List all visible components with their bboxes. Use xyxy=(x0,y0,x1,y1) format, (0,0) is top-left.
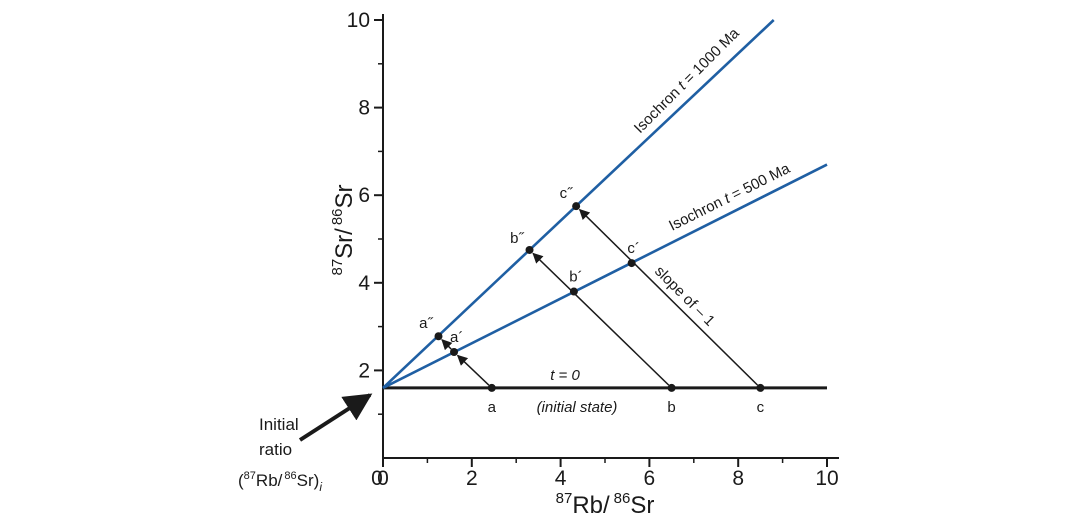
initial-state-label: (initial state) xyxy=(537,399,618,416)
x-tick-label-10: 10 xyxy=(815,467,838,490)
point-3 xyxy=(450,348,459,357)
point-8 xyxy=(572,202,581,211)
point-label-1: b xyxy=(667,399,675,416)
evolution-arrows xyxy=(441,208,759,386)
series-line-1 xyxy=(382,163,828,390)
point-label-6: a˝ xyxy=(419,315,433,332)
slope-annotation: slope of – 1 xyxy=(651,263,718,330)
y-axis-title: 87Sr/86Sr xyxy=(329,184,358,275)
x-tick-label-0: 0 xyxy=(377,467,389,490)
point-label-5: c´ xyxy=(627,240,640,257)
x-tick-label-4: 4 xyxy=(555,467,567,490)
point-6 xyxy=(434,332,443,341)
y-tick-label-6: 6 xyxy=(358,184,370,207)
arrow-2 xyxy=(532,252,670,386)
axes xyxy=(382,14,839,459)
point-label-8: c˝ xyxy=(560,185,574,202)
y-tick-label-2: 2 xyxy=(358,359,370,382)
initial-ratio-line3: (87Rb/86Sr)i xyxy=(238,470,322,494)
arrow-3 xyxy=(578,208,759,386)
point-labels: a b c a´ b´ c´ a˝ b˝ c˝ xyxy=(419,185,764,416)
x-tick-label-8: 8 xyxy=(732,467,744,490)
isochron-500-label: Isochron t = 500 Ma xyxy=(666,160,793,235)
tick-labels: 0 2 4 6 8 10 2 4 6 8 10 0 xyxy=(347,9,839,490)
point-2 xyxy=(756,383,765,392)
x-tick-label-6: 6 xyxy=(644,467,656,490)
arrow-0 xyxy=(456,354,490,386)
initial-ratio-pointer xyxy=(298,393,373,442)
isochron-1000-label: Isochron t = 1000 Ma xyxy=(631,24,743,136)
data-points xyxy=(434,202,765,392)
point-label-7: b˝ xyxy=(510,230,524,247)
point-5 xyxy=(627,259,636,268)
point-4 xyxy=(569,287,578,296)
t0-label: t = 0 xyxy=(550,367,580,384)
point-1 xyxy=(667,383,676,392)
point-label-0: a xyxy=(488,399,497,416)
point-label-4: b´ xyxy=(569,269,582,286)
origin-tick-label: 0 xyxy=(371,467,383,490)
point-7 xyxy=(525,245,534,254)
point-label-2: c xyxy=(757,399,765,416)
initial-ratio-line1: Initial xyxy=(259,415,299,434)
tick-marks xyxy=(374,19,828,467)
arrow-1 xyxy=(441,339,453,351)
point-label-3: a´ xyxy=(450,329,463,346)
initial-ratio-callout: Initial ratio (87Rb/86Sr)i xyxy=(238,393,373,494)
y-tick-label-8: 8 xyxy=(358,97,370,120)
x-axis-title: 87Rb/86Sr xyxy=(556,490,655,519)
x-tick-label-2: 2 xyxy=(466,467,478,490)
initial-ratio-line2: ratio xyxy=(259,440,292,459)
point-0 xyxy=(487,383,496,392)
y-tick-label-10: 10 xyxy=(347,9,370,32)
y-tick-label-4: 4 xyxy=(358,272,370,295)
